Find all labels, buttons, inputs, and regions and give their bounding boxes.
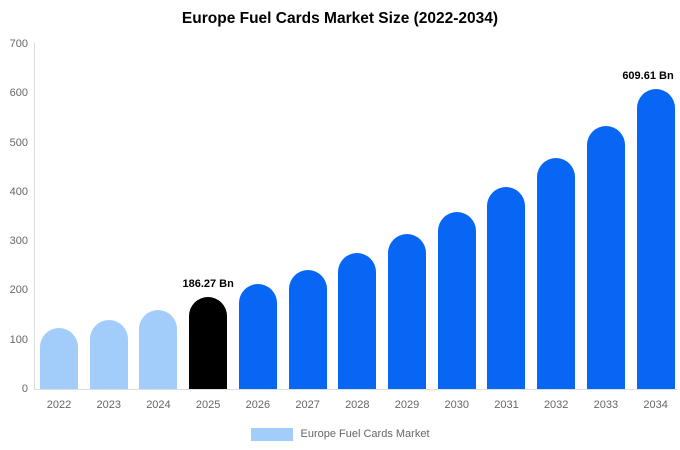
bar-2022[interactable] xyxy=(40,328,78,389)
x-tick-label-2025: 2025 xyxy=(195,399,221,411)
bar-2028[interactable] xyxy=(338,252,377,389)
bar-2024[interactable] xyxy=(139,309,178,389)
bar-2025[interactable] xyxy=(189,297,228,389)
bar-2027[interactable] xyxy=(288,269,327,389)
x-tick-label-2032: 2032 xyxy=(543,399,569,411)
x-tick-label-2028: 2028 xyxy=(345,399,370,411)
x-axis-line xyxy=(34,389,677,390)
y-tick-label-500: 500 xyxy=(9,136,28,149)
bar-2031[interactable] xyxy=(487,186,526,389)
x-tick-label-2034: 2034 xyxy=(643,399,668,411)
x-tick-label-2031: 2031 xyxy=(494,399,519,411)
y-tick-label-100: 100 xyxy=(9,333,28,346)
legend-swatch xyxy=(250,427,293,441)
x-tick-label-2030: 2030 xyxy=(444,399,469,411)
bar-value-label-2025: 186.27 Bn xyxy=(182,278,234,291)
legend-label: Europe Fuel Cards Market xyxy=(300,428,430,440)
bar-value-label-2034: 609.61 Bn xyxy=(622,69,674,82)
chart-title: Europe Fuel Cards Market Size (2022-2034… xyxy=(181,10,499,27)
y-tick-label-300: 300 xyxy=(9,235,28,248)
y-tick-label-200: 200 xyxy=(9,284,28,297)
bar-2032[interactable] xyxy=(537,158,576,389)
legend-item[interactable]: Europe Fuel Cards Market xyxy=(0,426,680,442)
y-tick-label-600: 600 xyxy=(9,87,28,100)
x-tick-label-2024: 2024 xyxy=(146,399,171,411)
bar-2033[interactable] xyxy=(586,125,625,389)
x-tick-label-2022: 2022 xyxy=(46,399,72,411)
bar-2030[interactable] xyxy=(437,211,476,389)
x-tick-label-2026: 2026 xyxy=(245,399,271,411)
x-tick-label-2023: 2023 xyxy=(96,399,121,411)
y-tick-label-400: 400 xyxy=(9,185,28,198)
bar-2034[interactable] xyxy=(636,88,675,389)
y-tick-label-700: 700 xyxy=(9,38,28,50)
y-tick-label-0: 0 xyxy=(21,383,28,395)
bar-2029[interactable] xyxy=(388,233,427,389)
bar-2026[interactable] xyxy=(238,284,277,389)
y-axis-line xyxy=(34,43,35,389)
x-tick-label-2027: 2027 xyxy=(295,399,320,411)
x-tick-label-2029: 2029 xyxy=(394,399,420,411)
x-tick-label-2033: 2033 xyxy=(593,399,619,411)
bar-2023[interactable] xyxy=(89,319,128,389)
